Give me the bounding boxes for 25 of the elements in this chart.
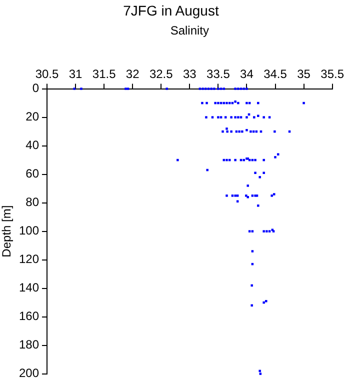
x-tick-label: 32 (126, 66, 140, 81)
y-tick-label: 20 (26, 110, 40, 124)
x-tick-label: 33 (182, 66, 197, 81)
y-tick-label: 160 (18, 309, 40, 324)
y-tick-label: 120 (18, 252, 40, 266)
chart-title: 7JFG in August (123, 2, 219, 18)
x-tick-label: 35 (297, 66, 311, 81)
y-tick-label: 0 (32, 81, 40, 96)
x-axis-title: Salinity (170, 23, 210, 38)
y-tick-label: 40 (26, 138, 40, 152)
x-tick-label: 33.5 (206, 66, 230, 81)
x-tick-label: 34.5 (264, 66, 288, 81)
x-tick-label: 31.5 (92, 66, 116, 81)
y-tick-label: 80 (26, 195, 40, 210)
y-tick-label: 140 (18, 280, 40, 295)
x-tick-label: 31 (68, 66, 83, 81)
x-tick-label: 34 (240, 66, 254, 81)
y-axis-title: Depth [m] (0, 205, 14, 258)
y-tick-label: 180 (18, 338, 40, 352)
y-tick-label: 200 (18, 366, 40, 380)
x-tick-label: 32.5 (149, 66, 174, 81)
x-tick-label: 30.5 (35, 66, 59, 81)
y-tick-label: 100 (18, 224, 40, 238)
y-tick-label: 60 (26, 166, 40, 181)
x-tick-label: 35.5 (320, 66, 344, 81)
